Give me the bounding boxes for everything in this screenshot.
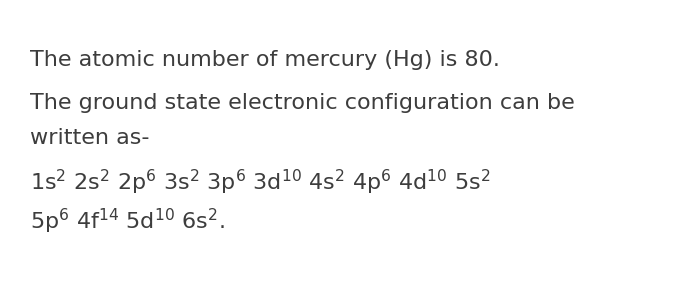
Text: written as-: written as- [30,128,150,148]
Text: 1s$^{2}$ 2s$^{2}$ 2p$^{6}$ 3s$^{2}$ 3p$^{6}$ 3d$^{10}$ 4s$^{2}$ 4p$^{6}$ 4d$^{10: 1s$^{2}$ 2s$^{2}$ 2p$^{6}$ 3s$^{2}$ 3p$^… [30,168,491,197]
Text: The ground state electronic configuration can be: The ground state electronic configuratio… [30,93,575,113]
Text: 5p$^{6}$ 4f$^{14}$ 5d$^{10}$ 6s$^{2}$.: 5p$^{6}$ 4f$^{14}$ 5d$^{10}$ 6s$^{2}$. [30,207,225,236]
Text: The atomic number of mercury (Hg) is 80.: The atomic number of mercury (Hg) is 80. [30,50,500,70]
